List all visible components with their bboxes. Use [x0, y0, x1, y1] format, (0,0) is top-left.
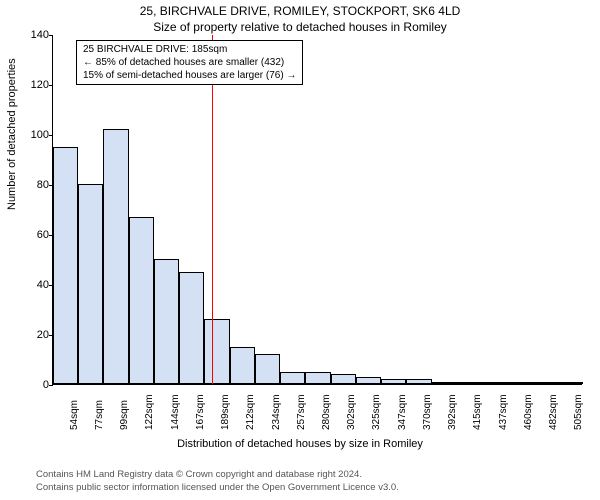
chart-title-main: 25, BIRCHVALE DRIVE, ROMILEY, STOCKPORT,…	[0, 4, 600, 18]
chart-subtitle: Size of property relative to detached ho…	[0, 20, 600, 34]
x-tick-label: 482sqm	[548, 394, 559, 430]
histogram-bar	[78, 184, 103, 384]
histogram-bar	[204, 319, 229, 384]
annotation-line-2: ← 85% of detached houses are smaller (43…	[83, 56, 296, 69]
histogram-bar	[280, 372, 305, 385]
plot-area: 02040608010012014025 BIRCHVALE DRIVE: 18…	[52, 35, 582, 385]
histogram-bar	[406, 379, 431, 384]
y-tick-mark	[49, 85, 53, 86]
x-axis-label: Distribution of detached houses by size …	[0, 438, 600, 450]
y-tick-label: 20	[21, 329, 49, 341]
histogram-bar	[533, 382, 558, 385]
y-tick-label: 100	[21, 129, 49, 141]
marker-vline	[212, 35, 213, 384]
annotation-box: 25 BIRCHVALE DRIVE: 185sqm← 85% of detac…	[76, 40, 303, 85]
x-tick-label: 460sqm	[523, 394, 534, 430]
y-tick-mark	[49, 385, 53, 386]
x-tick-label: 189sqm	[220, 394, 231, 430]
histogram-bar	[381, 379, 406, 384]
y-tick-label: 120	[21, 79, 49, 91]
y-tick-label: 40	[21, 279, 49, 291]
x-tick-label: 257sqm	[296, 394, 307, 430]
x-tick-label: 234sqm	[271, 394, 282, 430]
histogram-bar	[179, 272, 204, 385]
x-tick-label: 415sqm	[472, 394, 483, 430]
x-tick-label: 370sqm	[422, 394, 433, 430]
histogram-bar	[154, 259, 179, 384]
histogram-bar	[482, 382, 507, 385]
x-tick-label: 347sqm	[397, 394, 408, 430]
histogram-bar	[129, 217, 154, 385]
x-tick-label: 302sqm	[346, 394, 357, 430]
histogram-bar	[230, 347, 255, 385]
y-tick-label: 140	[21, 29, 49, 41]
x-tick-label: 77sqm	[94, 400, 105, 430]
x-tick-label: 505sqm	[573, 394, 584, 430]
histogram-bar	[53, 147, 78, 385]
y-tick-label: 80	[21, 179, 49, 191]
histogram-bar	[507, 382, 532, 385]
histogram-bar	[356, 377, 381, 385]
x-tick-label: 54sqm	[69, 400, 80, 430]
x-tick-label: 392sqm	[447, 394, 458, 430]
x-tick-label: 99sqm	[119, 400, 130, 430]
y-axis-label: Number of detached properties	[6, 58, 18, 210]
x-tick-label: 212sqm	[245, 394, 256, 430]
footer-line-2: Contains public sector information licen…	[36, 482, 399, 494]
x-tick-label: 437sqm	[498, 394, 509, 430]
y-tick-mark	[49, 35, 53, 36]
histogram-bar	[558, 382, 583, 385]
y-tick-label: 60	[21, 229, 49, 241]
histogram-bar	[103, 129, 128, 384]
footer-line-1: Contains HM Land Registry data © Crown c…	[36, 469, 399, 481]
histogram-bar	[305, 372, 330, 385]
y-tick-label: 0	[21, 379, 49, 391]
footer-attribution: Contains HM Land Registry data © Crown c…	[36, 469, 399, 494]
y-tick-mark	[49, 135, 53, 136]
chart-area: 02040608010012014025 BIRCHVALE DRIVE: 18…	[52, 35, 582, 385]
x-tick-label: 167sqm	[195, 394, 206, 430]
x-tick-label: 122sqm	[144, 394, 155, 430]
annotation-line-3: 15% of semi-detached houses are larger (…	[83, 69, 296, 82]
histogram-bar	[331, 374, 356, 384]
histogram-bar	[255, 354, 280, 384]
x-tick-label: 280sqm	[321, 394, 332, 430]
histogram-bar	[457, 382, 482, 385]
histogram-bar	[432, 382, 457, 385]
annotation-line-1: 25 BIRCHVALE DRIVE: 185sqm	[83, 43, 296, 56]
x-tick-label: 325sqm	[371, 394, 382, 430]
x-tick-label: 144sqm	[170, 394, 181, 430]
